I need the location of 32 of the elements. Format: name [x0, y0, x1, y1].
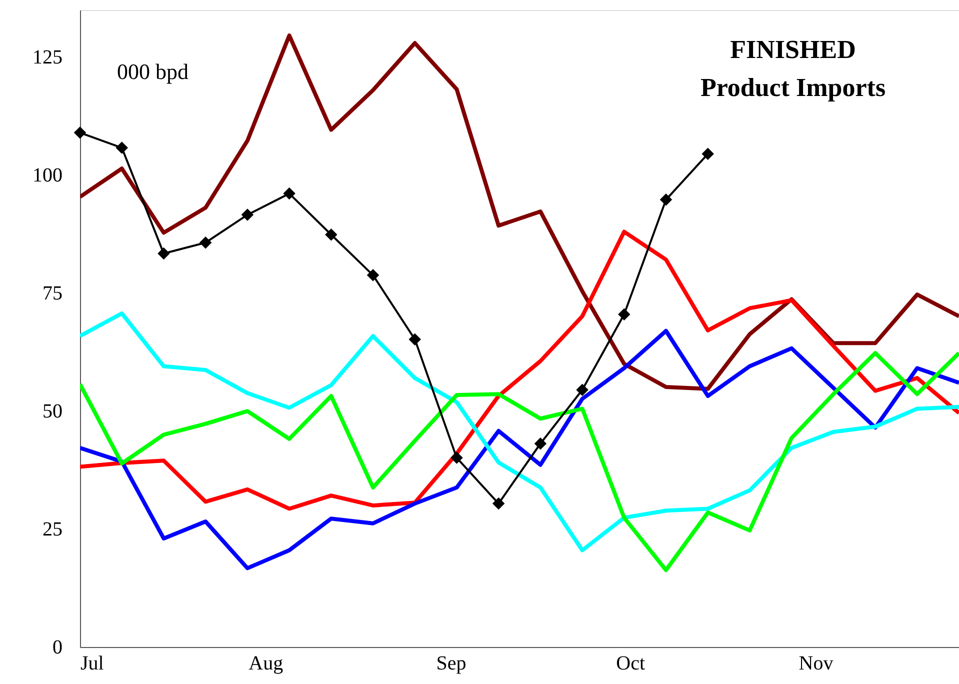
- point: [618, 308, 630, 320]
- line-series: [80, 230, 959, 511]
- x-tick-label: Sep: [436, 652, 466, 674]
- point: [660, 194, 672, 206]
- text: Product Imports: [700, 73, 886, 102]
- point: [158, 247, 170, 260]
- x-tick-label: Nov: [798, 652, 834, 674]
- text: FINISHED: [730, 35, 856, 64]
- point: [408, 333, 421, 346]
- y-tick-label: 75: [42, 282, 62, 305]
- point: [450, 452, 463, 464]
- x-tick-label: Jul: [80, 652, 104, 674]
- point: [241, 208, 254, 221]
- point: [199, 236, 212, 249]
- point: [116, 142, 128, 154]
- point: [74, 126, 86, 139]
- y-tick-label: 50: [42, 400, 62, 423]
- y-tick-label: 0: [52, 636, 62, 658]
- y-tick-label: 100: [32, 164, 62, 187]
- x-tick-label: Oct: [616, 652, 646, 674]
- x-tick-label: Aug: [248, 652, 284, 674]
- y-tick-label: 25: [42, 518, 62, 541]
- point: [492, 497, 505, 510]
- point: [702, 148, 714, 160]
- line-series: [80, 33, 959, 391]
- point: [534, 438, 547, 450]
- y-tick-label: 125: [32, 46, 62, 69]
- point: [325, 228, 338, 241]
- annotation: 000 bpd: [117, 59, 188, 84]
- point: [366, 269, 380, 282]
- point: [576, 384, 588, 396]
- point: [283, 187, 296, 200]
